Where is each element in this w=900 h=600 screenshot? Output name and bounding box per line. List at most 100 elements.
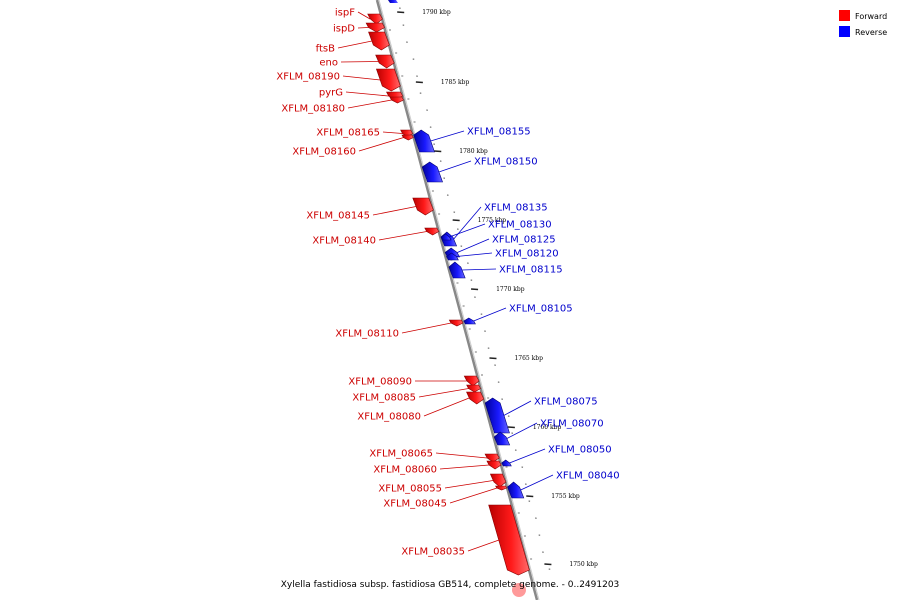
connector-line: [378, 231, 427, 241]
gene-arrow: [441, 233, 452, 241]
gene-label-forward: ftsB: [316, 44, 335, 55]
gene-label-reverse: XFLM_08150: [474, 157, 538, 168]
legend-forward-swatch: [839, 10, 850, 21]
gene-arrow: [448, 261, 466, 279]
gene-label-forward: XFLM_08090: [348, 377, 412, 388]
connector-line: [449, 223, 486, 238]
gene-label-reverse: XFLM_08135: [484, 203, 548, 214]
connector-line: [345, 91, 389, 97]
dash-marks: [389, 7, 554, 587]
gene-features: [365, 0, 530, 597]
connector-line: [347, 99, 392, 109]
tick-mark: [489, 357, 497, 360]
gene-label-forward: ispF: [335, 8, 355, 19]
gene-label-reverse: XFLM_08155: [467, 127, 531, 138]
gene-arrow: [367, 13, 383, 25]
connector-line: [438, 160, 472, 173]
gene-label-reverse: XFLM_08130: [488, 220, 552, 231]
tick-label: 1780 kbp: [459, 148, 488, 155]
gene-label-forward: XFLM_08080: [357, 412, 421, 423]
gene-label-forward: XFLM_08060: [373, 465, 437, 476]
gene-label-forward: XFLM_08145: [306, 211, 370, 222]
gene-arrow: [463, 375, 480, 387]
gene-label-reverse: XFLM_08070: [540, 419, 604, 430]
tick-label: 1775 kbp: [478, 217, 507, 224]
connector-line: [382, 131, 403, 134]
gene-arrow: [495, 485, 508, 491]
connector-line: [401, 322, 452, 334]
connector-line: [342, 75, 381, 81]
gene-arrow: [365, 22, 385, 33]
gene-arrow: [501, 459, 512, 467]
connector-line: [461, 268, 497, 271]
gene-arrow: [507, 481, 525, 499]
tick-mark: [434, 150, 442, 153]
tick-mark: [415, 81, 423, 84]
tick-label: 1755 kbp: [551, 493, 580, 500]
connector-line: [435, 452, 488, 459]
gene-arrow: [486, 460, 502, 470]
connector-line: [418, 388, 469, 398]
gene-label-forward: eno: [319, 58, 338, 69]
gene-arrow: [375, 68, 401, 92]
tick-label: 1765 kbp: [514, 355, 543, 362]
gene-arrow: [484, 397, 510, 434]
connector-line: [357, 11, 371, 20]
connector-line: [509, 448, 546, 464]
connector-line: [449, 487, 498, 504]
connector-line: [444, 480, 494, 489]
gene-arrow: [421, 161, 443, 183]
gene-arrow: [448, 319, 464, 327]
gene-label-forward: pyrG: [319, 88, 343, 99]
gene-label-forward: XFLM_08045: [383, 499, 447, 510]
gene-arrow: [389, 96, 404, 104]
connector-line: [456, 252, 493, 257]
connector-line: [423, 397, 470, 417]
genome-backbone-shadow: [378, 0, 540, 600]
connector-line: [439, 464, 490, 470]
gene-label-reverse: XFLM_08040: [556, 471, 620, 482]
gene-label-reverse: XFLM_08075: [534, 397, 598, 408]
gene-label-forward: XFLM_08085: [352, 393, 416, 404]
gene-label-reverse: XFLM_08115: [499, 265, 563, 276]
connector-line: [357, 27, 369, 29]
gene-label-forward: XFLM_08065: [369, 449, 433, 460]
connector-line: [430, 130, 465, 142]
connector-line: [503, 400, 532, 416]
genome-caption: Xylella fastidiosa subsp. fastidiosa GB5…: [281, 580, 620, 590]
gene-arrow: [375, 54, 395, 69]
gene-label-forward: XFLM_08160: [292, 147, 356, 158]
gene-arrow: [424, 227, 440, 236]
gene-label-forward: XFLM_08055: [378, 484, 442, 495]
gene-arrow: [488, 504, 530, 576]
kbp-ticks: 1790 kbp 1785 kbp 1780 kbp 1775 kbp 1770 kbp…: [397, 9, 598, 568]
gene-arrow: [401, 134, 414, 141]
gene-label-reverse: XFLM_08105: [509, 304, 573, 315]
tick-label: 1785 kbp: [441, 79, 470, 86]
gene-arrow: [489, 473, 507, 488]
tick-label: 1770 kbp: [496, 286, 525, 293]
gene-arrow: [368, 31, 390, 51]
tick-label: 1790 kbp: [422, 9, 451, 16]
connector-line: [337, 40, 373, 49]
tick-mark: [471, 288, 479, 291]
gene-label-forward: XFLM_08140: [312, 236, 376, 247]
connector-line: [457, 238, 490, 253]
tick-mark: [544, 563, 552, 566]
connector-line: [372, 206, 417, 216]
legend-forward-label: Forward: [855, 12, 887, 21]
gene-label-reverse: XFLM_08125: [492, 235, 556, 246]
gene-arrow: [484, 453, 500, 463]
gene-arrow: [466, 391, 485, 405]
gene-arrow: [412, 197, 434, 216]
gene-arrow: [446, 252, 459, 261]
tick-label: 1750 kbp: [569, 561, 598, 568]
gene-label-reverse: XFLM_08120: [495, 249, 559, 260]
connector-line: [358, 137, 404, 152]
gene-labels: ispF ispD ftsB eno XFLM_08190 pyrG XFLM_08180 X…: [276, 8, 619, 558]
gene-arrow: [463, 317, 476, 325]
connector-line: [520, 474, 554, 491]
gene-label-forward: ispD: [333, 24, 355, 35]
connector-line: [473, 307, 507, 322]
